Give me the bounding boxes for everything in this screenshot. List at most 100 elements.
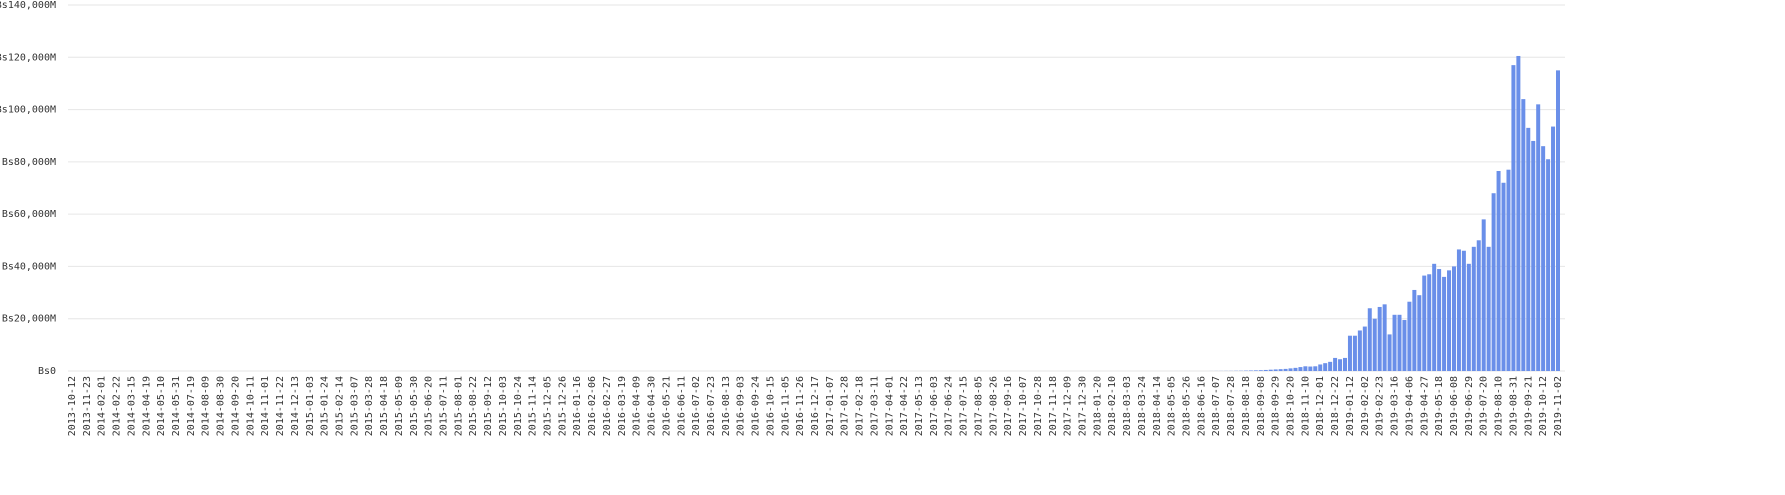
x-tick-label: 2018-05-26	[1182, 376, 1193, 436]
bar	[1278, 369, 1283, 371]
x-tick-label: 2018-03-24	[1137, 376, 1148, 436]
x-tick-label: 2017-07-15	[959, 376, 970, 436]
x-tick-label: 2017-08-05	[973, 376, 984, 436]
x-tick-label: 2014-10-11	[245, 376, 256, 436]
x-tick-label: 2019-04-06	[1404, 376, 1415, 436]
bar	[1516, 55, 1521, 371]
y-tick-label: Bs100,000M	[0, 105, 56, 116]
x-tick-label: 2017-12-30	[1077, 376, 1088, 436]
bar	[1437, 269, 1442, 371]
bar	[1343, 357, 1348, 371]
bar	[1427, 274, 1432, 371]
x-tick-label: 2014-02-22	[112, 376, 123, 436]
x-tick-label: 2017-12-09	[1063, 376, 1074, 436]
bar	[1501, 182, 1506, 371]
x-tick-label: 2013-10-12	[67, 376, 78, 436]
bar	[1338, 359, 1343, 371]
bar	[1298, 367, 1303, 371]
y-tick-label: Bs120,000M	[0, 52, 56, 63]
bar	[1293, 367, 1298, 371]
x-tick-label: 2019-01-12	[1345, 376, 1356, 436]
bar	[1526, 127, 1531, 371]
x-tick-label: 2014-02-01	[97, 376, 108, 436]
x-tick-label: 2017-06-03	[929, 376, 940, 436]
x-tick-label: 2016-07-23	[706, 376, 717, 436]
bar	[1303, 366, 1308, 371]
bar	[1328, 361, 1333, 371]
x-tick-label: 2014-07-19	[186, 376, 197, 436]
bar	[1387, 334, 1392, 371]
bar	[1417, 295, 1422, 371]
x-tick-label: 2016-11-26	[795, 376, 806, 436]
x-tick-label: 2019-09-21	[1523, 376, 1534, 436]
bar	[1556, 70, 1560, 371]
bar	[1481, 219, 1486, 371]
bar	[1442, 276, 1447, 371]
x-tick-label: 2019-02-23	[1375, 376, 1386, 436]
x-tick-label: 2019-05-18	[1434, 376, 1445, 436]
bar	[1407, 301, 1412, 371]
x-tick-label: 2018-03-03	[1122, 376, 1133, 436]
bar	[1382, 304, 1387, 371]
bar	[1283, 368, 1288, 371]
x-tick-label: 2018-04-14	[1152, 376, 1163, 436]
x-tick-label: 2014-04-19	[141, 376, 152, 436]
bar	[1461, 250, 1466, 371]
x-tick-label: 2015-06-20	[424, 376, 435, 436]
bar	[1273, 369, 1278, 371]
x-tick-label: 2017-10-28	[1033, 376, 1044, 436]
x-tick-label: 2014-08-09	[201, 376, 212, 436]
x-tick-label: 2016-02-06	[587, 376, 598, 436]
x-tick-label: 2015-08-22	[468, 376, 479, 436]
x-tick-label: 2019-08-31	[1508, 376, 1519, 436]
x-tick-label: 2015-08-01	[453, 376, 464, 436]
x-tick-label: 2018-05-05	[1167, 376, 1178, 436]
bar	[1402, 320, 1407, 371]
x-tick-label: 2015-05-09	[394, 376, 405, 436]
x-tick-label: 2016-05-21	[661, 376, 672, 436]
x-tick-label: 2015-05-30	[409, 376, 420, 436]
x-tick-label: 2016-04-30	[647, 376, 658, 436]
x-tick-label: 2016-09-03	[736, 376, 747, 436]
bar	[1347, 335, 1352, 371]
x-tick-label: 2016-02-27	[602, 376, 613, 436]
x-tick-label: 2014-11-01	[260, 376, 271, 436]
x-tick-label: 2018-11-10	[1300, 376, 1311, 436]
x-tick-label: 2016-07-02	[691, 376, 702, 436]
x-tick-label: 2016-09-24	[751, 376, 762, 436]
x-tick-label: 2017-10-07	[1018, 376, 1029, 436]
x-tick-label: 2015-03-07	[349, 376, 360, 436]
x-tick-label: 2018-07-28	[1226, 376, 1237, 436]
bar	[1367, 308, 1372, 371]
x-tick-label: 2016-10-15	[765, 376, 776, 436]
bar	[1466, 263, 1471, 371]
bar	[1333, 357, 1338, 371]
bar	[1352, 335, 1357, 371]
y-tick-label: Bs0	[38, 366, 56, 377]
x-tick-label: 2014-12-13	[290, 376, 301, 436]
bar	[1546, 159, 1551, 371]
x-tick-label: 2018-12-01	[1315, 376, 1326, 436]
x-tick-label: 2017-03-11	[869, 376, 880, 436]
x-tick-label: 2016-03-19	[617, 376, 628, 436]
bar	[1451, 266, 1456, 371]
x-tick-label: 2019-02-02	[1360, 376, 1371, 436]
x-tick-label: 2015-04-18	[379, 376, 390, 436]
x-tick-label: 2019-08-10	[1494, 376, 1505, 436]
bar	[1377, 306, 1382, 371]
bar	[1496, 171, 1501, 371]
x-tick-label: 2014-05-10	[156, 376, 167, 436]
x-tick-label: 2019-07-20	[1479, 376, 1490, 436]
bar	[1318, 364, 1323, 371]
x-tick-label: 2019-04-27	[1419, 376, 1430, 436]
x-tick-label: 2018-06-16	[1196, 376, 1207, 436]
bar	[1511, 65, 1516, 371]
x-tick-label: 2018-09-08	[1256, 376, 1267, 436]
x-tick-label: 2019-11-02	[1553, 376, 1564, 436]
bar	[1471, 246, 1476, 371]
bar	[1432, 263, 1437, 371]
x-tick-label: 2015-01-03	[305, 376, 316, 436]
bar	[1362, 326, 1367, 371]
x-tick-label: 2017-04-01	[884, 376, 895, 436]
